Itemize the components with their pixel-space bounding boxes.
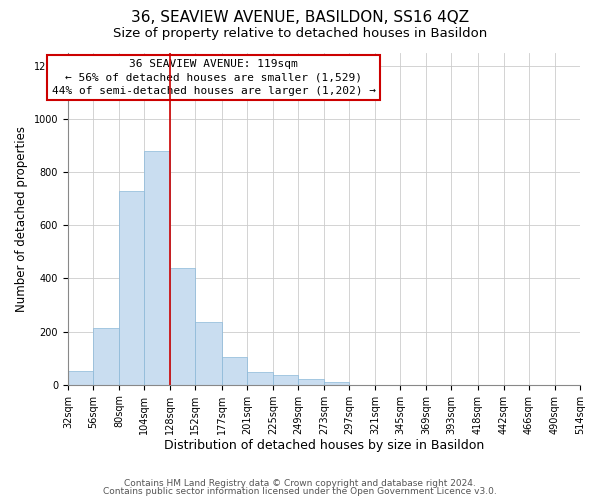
Bar: [298, 380, 324, 384]
X-axis label: Distribution of detached houses by size in Basildon: Distribution of detached houses by size …: [164, 440, 484, 452]
Text: Contains public sector information licensed under the Open Government Licence v3: Contains public sector information licen…: [103, 487, 497, 496]
Text: 36, SEAVIEW AVENUE, BASILDON, SS16 4QZ: 36, SEAVIEW AVENUE, BASILDON, SS16 4QZ: [131, 10, 469, 25]
Bar: [273, 376, 298, 384]
Bar: [196, 322, 222, 384]
Y-axis label: Number of detached properties: Number of detached properties: [15, 126, 28, 312]
Bar: [247, 372, 273, 384]
Bar: [170, 268, 196, 384]
Text: Size of property relative to detached houses in Basildon: Size of property relative to detached ho…: [113, 28, 487, 40]
Bar: [324, 382, 349, 384]
Text: Contains HM Land Registry data © Crown copyright and database right 2024.: Contains HM Land Registry data © Crown c…: [124, 478, 476, 488]
Bar: [94, 328, 119, 384]
Bar: [145, 151, 170, 384]
Bar: [119, 190, 145, 384]
Bar: [68, 372, 94, 384]
Bar: [222, 357, 247, 384]
Text: 36 SEAVIEW AVENUE: 119sqm
← 56% of detached houses are smaller (1,529)
44% of se: 36 SEAVIEW AVENUE: 119sqm ← 56% of detac…: [52, 59, 376, 96]
